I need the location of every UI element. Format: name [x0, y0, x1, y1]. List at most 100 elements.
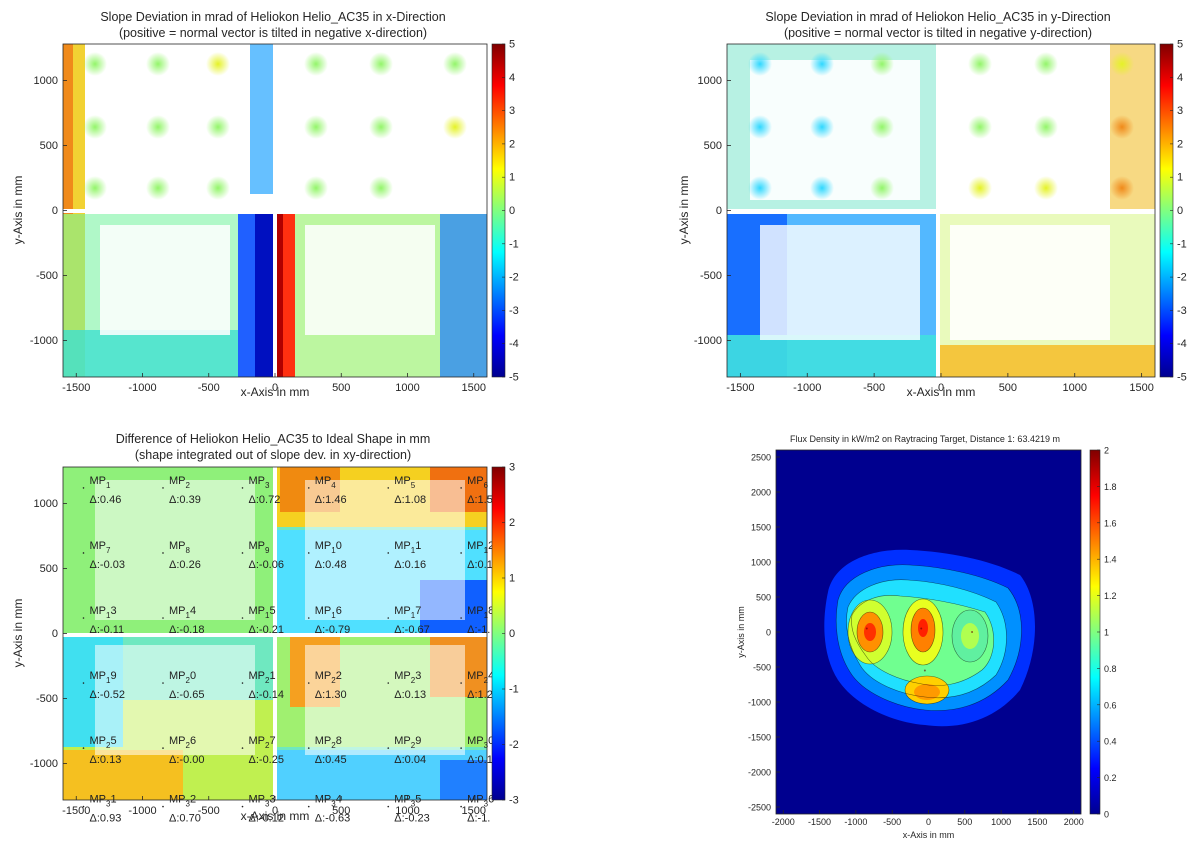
y-tick-label: -2000 — [748, 768, 771, 778]
x-tick-label: -1000 — [844, 817, 867, 827]
colorbar-tick-label: -4 — [1177, 338, 1187, 350]
y-tick-label: 1000 — [34, 498, 58, 510]
measurement-point-name: MP18 — [467, 605, 494, 620]
y-tick-label: 0 — [52, 205, 58, 217]
colorbar-tick-label: -1 — [509, 238, 519, 250]
colorbar-tick-label: -3 — [1177, 305, 1187, 317]
colorbar-tick-label: -4 — [509, 338, 519, 350]
measurement-point-name: MP7 — [90, 540, 112, 555]
measurement-point-dot — [162, 487, 164, 489]
y-slope-title: Slope Deviation in mrad of Heliokon Heli… — [765, 10, 1110, 24]
y-tick-label: 500 — [40, 563, 58, 575]
colorbar-tick-label: 2 — [509, 138, 515, 150]
y-tick-label: 0 — [52, 628, 58, 640]
measurement-point-name: MP14 — [169, 605, 196, 620]
measurement-point-name: MP1 — [90, 475, 112, 490]
measurement-point-dot — [162, 682, 164, 684]
x-tick-label: -1000 — [128, 805, 156, 817]
x-tick-label: 0 — [938, 382, 944, 394]
colorbar-tick-label: 0 — [509, 628, 515, 640]
colorbar-tick-label: 0 — [509, 205, 515, 217]
x-tick-label: -1500 — [62, 805, 90, 817]
colorbar-tick-label: -1 — [1177, 238, 1187, 250]
measurement-point-delta: Δ:0.13 — [394, 689, 426, 701]
measurement-point-name: MP6 — [467, 475, 489, 490]
measurement-point-delta: Δ:0.26 — [169, 559, 201, 571]
colorbar-tick-label: 1 — [1104, 628, 1109, 638]
measurement-point-name: MP9 — [249, 540, 271, 555]
measurement-point-delta: Δ:-0.52 — [90, 689, 125, 701]
flux-peak-point — [920, 627, 923, 630]
measurement-point-name: MP22 — [315, 670, 342, 685]
colorbar-tick-label: 0 — [1104, 810, 1109, 820]
measurement-point-dot — [307, 682, 310, 684]
measurement-point-delta: Δ:-0.79 — [315, 624, 350, 636]
measurement-point-delta: Δ:1.08 — [394, 494, 426, 506]
colorbar-tick-label: 2 — [1177, 138, 1183, 150]
x-tick-label: 1000 — [395, 382, 419, 394]
x-tick-label: 500 — [332, 805, 350, 817]
measurement-point-name: MP29 — [394, 735, 421, 750]
measurement-point-delta: Δ:-0.25 — [249, 754, 284, 766]
x-tick-label: -500 — [863, 382, 885, 394]
y-tick-label: -2500 — [748, 803, 771, 813]
x-tick-label: 0 — [272, 382, 278, 394]
colorbar-tick-label: -5 — [1177, 372, 1187, 384]
measurement-point-name: MP17 — [394, 605, 421, 620]
x-tick-label: -500 — [198, 382, 220, 394]
shape-difference-panel: Difference of Heliokon Helio_AC35 to Ide… — [11, 432, 519, 825]
x-tick-label: 1500 — [462, 805, 486, 817]
colorbar-tick-label: 4 — [509, 72, 515, 84]
measurement-point-dot — [82, 617, 85, 619]
measurement-point-dot — [387, 805, 390, 808]
colorbar-tick-label: -2 — [1177, 272, 1187, 284]
measurement-point-dot — [460, 487, 462, 489]
y-tick-label: -1000 — [30, 335, 58, 347]
measurement-point-delta: Δ:1.30 — [315, 689, 347, 701]
colorbar-tick-label: 5 — [509, 39, 515, 51]
x-slope-title: Slope Deviation in mrad of Heliokon Heli… — [100, 10, 445, 24]
y-slope-subtitle: (positive = normal vector is tilted in n… — [784, 26, 1092, 40]
measurement-point-name: MP21 — [249, 670, 276, 685]
colorbar-tick-label: -1 — [509, 684, 519, 696]
measurement-point-dot — [307, 617, 310, 619]
y-axis-label: y-Axis in mm — [11, 599, 25, 668]
y-tick-label: 500 — [704, 140, 722, 152]
measurement-point-name: MP19 — [90, 670, 117, 685]
y-slope-heatmap — [727, 44, 1155, 377]
x-tick-label: -1000 — [793, 382, 821, 394]
colorbar-tick-label: 1 — [509, 172, 515, 184]
measurement-point-dot — [162, 552, 164, 554]
measurement-point-dot — [387, 552, 390, 554]
colorbar-tick-label: 3 — [1177, 105, 1183, 117]
measurement-point-name: MP15 — [249, 605, 276, 620]
y-axis-label: y-Axis in mm — [736, 606, 746, 658]
measurement-point-dot — [82, 747, 85, 749]
measurement-point-delta: Δ:-1. — [467, 813, 490, 825]
colorbar-tick-label: -2 — [509, 739, 519, 751]
measurement-point-delta: Δ:-0.18 — [169, 624, 204, 636]
measurement-point-delta: Δ:-0.11 — [90, 624, 125, 636]
measurement-point-delta: Δ:-0.23 — [394, 813, 429, 825]
colorbar-tick-label: 2 — [1104, 446, 1109, 456]
colorbar-tick-label: 1 — [509, 573, 515, 585]
measurement-point-dot — [241, 682, 244, 684]
colorbar-tick-label: 4 — [1177, 72, 1183, 84]
y-tick-label: 0 — [716, 205, 722, 217]
x-tick-label: -1500 — [62, 382, 90, 394]
measurement-point-delta: Δ:0.13 — [90, 754, 122, 766]
measurement-point-dot — [82, 552, 85, 554]
flux-peak-point — [923, 669, 926, 672]
flux-peaks — [865, 627, 974, 672]
measurement-point-dot — [387, 747, 390, 749]
x-tick-label: -2000 — [772, 817, 795, 827]
x-tick-label: 1000 — [395, 805, 419, 817]
measurement-point-dot — [82, 682, 85, 684]
measurement-point-delta: Δ:0.39 — [169, 494, 201, 506]
colorbar-tick-label: 1 — [1177, 172, 1183, 184]
x-tick-label: 1000 — [1063, 382, 1087, 394]
colorbar-tick-label: 0.4 — [1104, 737, 1117, 747]
colorbar-tick-label: 0.2 — [1104, 773, 1117, 783]
measurement-point-name: MP5 — [394, 475, 416, 490]
x-tick-label: 0 — [272, 805, 278, 817]
